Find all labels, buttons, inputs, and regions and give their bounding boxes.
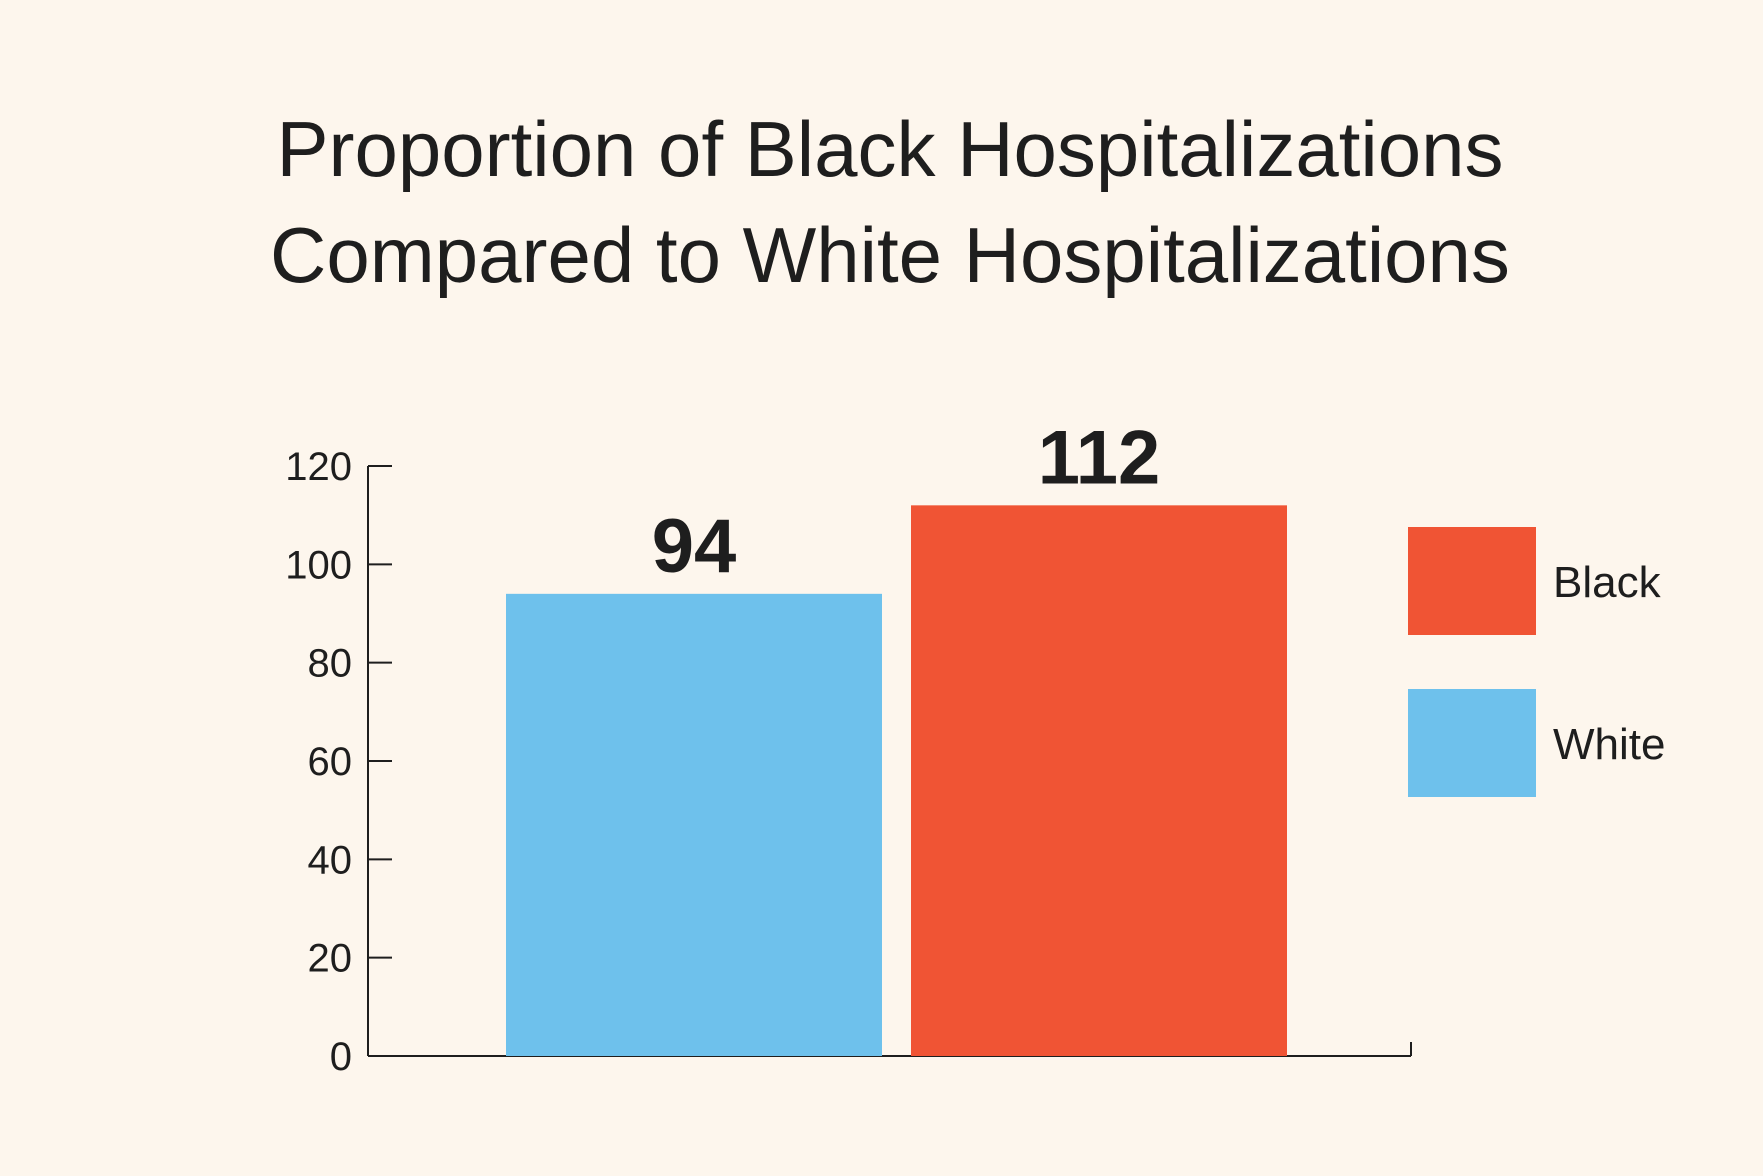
value-labels: 94 112 — [652, 415, 1161, 588]
legend-label-white: White — [1553, 720, 1665, 769]
chart-title-line-2: Compared to White Hospitalizations — [270, 211, 1510, 299]
legend: Black White — [1408, 527, 1665, 797]
y-tick-label: 60 — [308, 740, 353, 784]
value-label-white: 94 — [652, 504, 737, 589]
y-tick-label: 100 — [285, 543, 352, 587]
y-tick-label: 20 — [308, 937, 353, 981]
y-tick-label: 40 — [308, 838, 353, 882]
value-label-black: 112 — [1038, 415, 1161, 500]
y-tick-label: 80 — [308, 642, 353, 686]
y-tick-label: 0 — [330, 1035, 352, 1079]
legend-label-black: Black — [1553, 558, 1662, 607]
y-tick-label: 120 — [285, 445, 352, 489]
y-axis: 0 20 40 60 80 100 120 — [285, 445, 392, 1079]
legend-swatch-black — [1408, 527, 1536, 635]
bar-white — [506, 593, 882, 1056]
bars — [506, 505, 1287, 1056]
chart-title-line-1: Proportion of Black Hospitalizations — [277, 105, 1504, 193]
bar-black — [911, 505, 1287, 1056]
chart-title: Proportion of Black Hospitalizations Com… — [270, 105, 1510, 299]
legend-swatch-white — [1408, 689, 1536, 797]
